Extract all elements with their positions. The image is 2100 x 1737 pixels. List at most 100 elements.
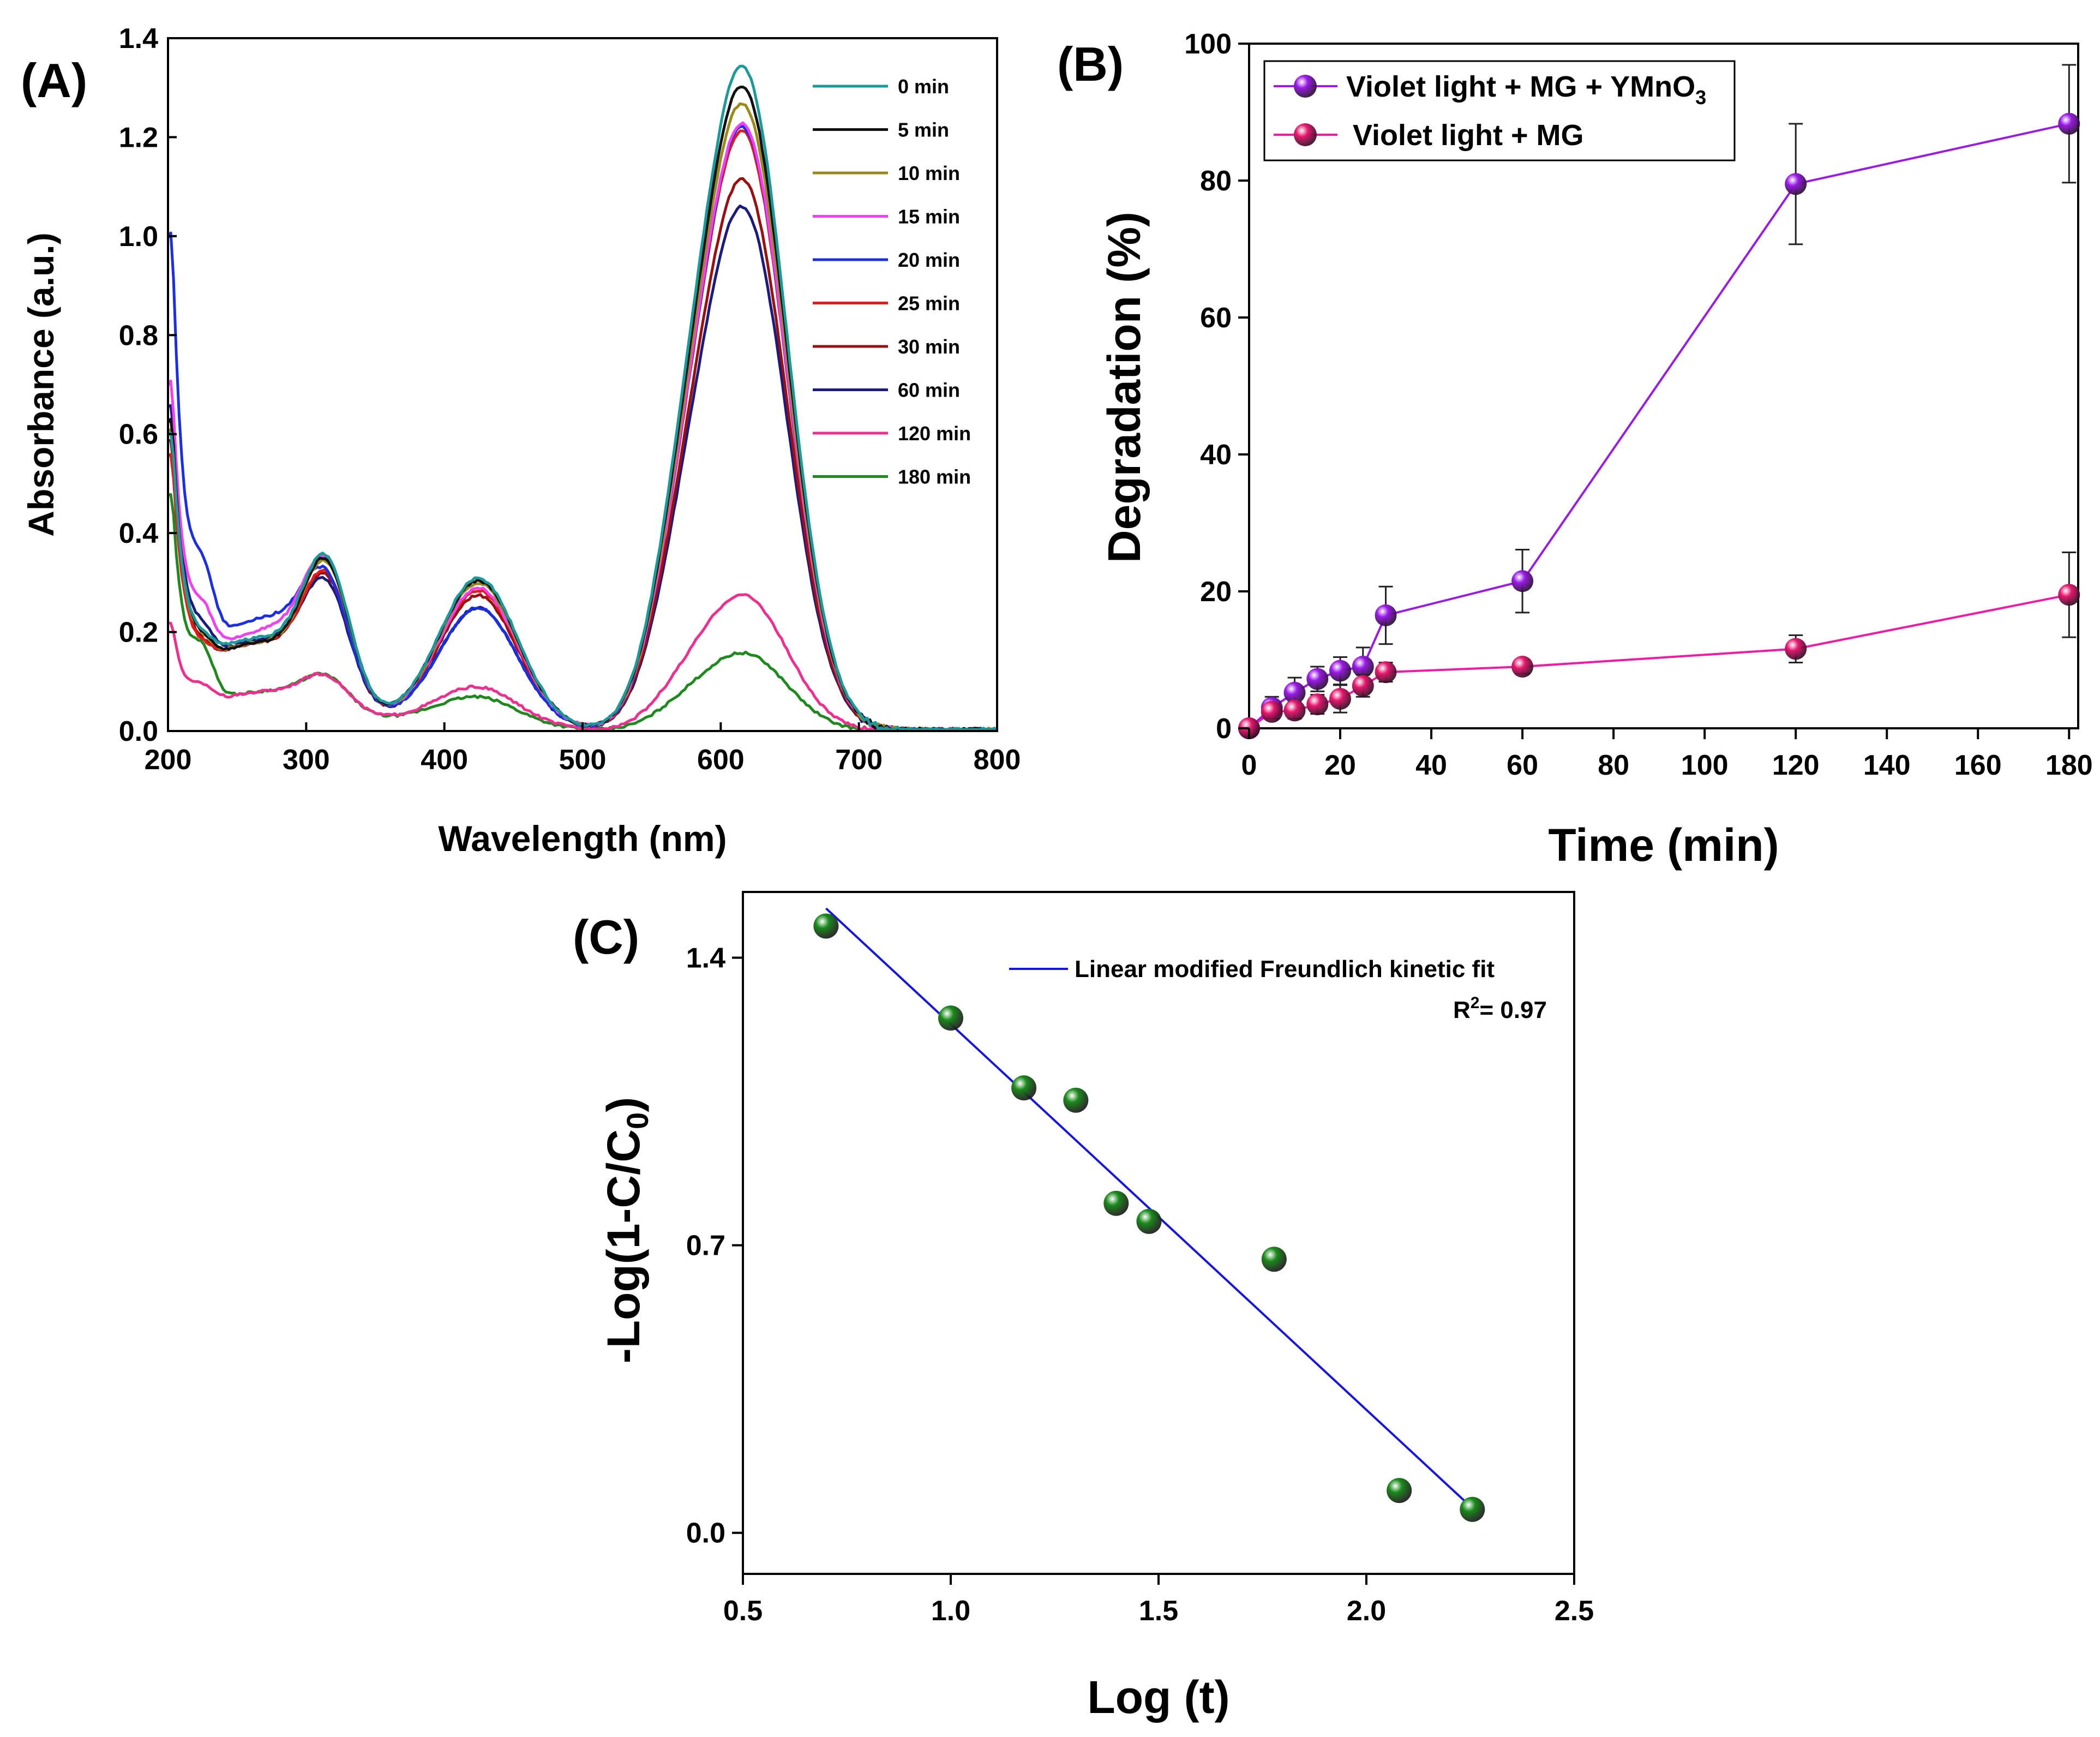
panel-b-point-violet-light-mg-ymno	[1283, 681, 1306, 704]
panel-c-data-point	[938, 1005, 963, 1031]
panel-c-legend-label: Linear modified Freundlich kinetic fit	[1075, 956, 1495, 983]
panel-a-legend-label-0-min: 0 min	[898, 75, 949, 98]
panel-c-data-point	[1011, 1075, 1037, 1101]
panel-a-legend-label-180-min: 180 min	[898, 466, 971, 488]
panel-b-line-violet-light-mg	[1248, 594, 2069, 729]
panel-b-x-tick-label: 100	[1681, 750, 1729, 781]
panel-c-fit-line	[825, 907, 1473, 1509]
panel-a-x-tick-label: 700	[835, 744, 883, 776]
panel-b-point-violet-light-mg	[1511, 656, 1534, 678]
panel-a-x-axis-title: Wavelength (nm)	[438, 818, 727, 859]
panel-b-x-tick-label: 160	[1954, 750, 2002, 781]
panel-c-r2-label: R2= 0.97	[1453, 994, 1547, 1023]
panel-b-legend-label-ymno3: Violet light + MG + YMnO3	[1346, 70, 1706, 109]
panel-a-legend-label-10-min: 10 min	[898, 162, 960, 184]
panel-c-x-tick-label: 1.0	[931, 1595, 970, 1627]
panel-c-y-axis-title-sub: 0	[620, 1112, 655, 1129]
panel-b-legend-marker-mg	[1294, 123, 1317, 146]
panel-b-label: (B)	[1057, 37, 1124, 91]
panel-c-y-tick-label: 0.7	[686, 1230, 725, 1262]
panel-a-y-tick-label: 0.6	[119, 419, 158, 451]
panel-a-series-15-min	[166, 121, 998, 731]
panel-b-point-violet-light-mg	[1261, 700, 1283, 723]
panel-b-point-violet-light-mg	[1785, 638, 1807, 660]
panel-a-x-tick-label: 600	[697, 744, 745, 776]
panel-a-y-tick-label: 0.2	[119, 617, 158, 649]
panel-a-legend-label-25-min: 25 min	[898, 292, 960, 315]
panel-b-point-violet-light-mg-ymno	[1375, 604, 1397, 626]
panel-b-y-axis-title: Degradation (%)	[1099, 212, 1150, 563]
panel-a-label: (A)	[21, 53, 87, 107]
panel-b-x-tick-label: 140	[1863, 750, 1911, 781]
panel-b-y-tick-label: 40	[1200, 439, 1232, 471]
panel-c-x-tick-label: 0.5	[723, 1595, 763, 1627]
panel-b: (B) 0 20 40 60 80 100 120 140 160 180 0 20 40 60 80 100…	[1057, 28, 2093, 871]
panel-b-y-tick-label: 60	[1200, 302, 1232, 334]
panel-b-y-tick-label: 0	[1216, 713, 1232, 745]
panel-c-data-point	[1136, 1208, 1162, 1234]
panel-c-y-axis-title-end: )	[598, 1097, 649, 1112]
panel-b-point-violet-light-mg-ymno	[2058, 112, 2080, 135]
panel-a-legend-label-20-min: 20 min	[898, 249, 960, 271]
panel-c-y-tick-label: 1.4	[686, 942, 725, 974]
panel-c-x-tick-label: 2.5	[1555, 1595, 1594, 1627]
panel-b-point-violet-light-mg	[1375, 661, 1397, 684]
panel-a-plot-frame	[167, 37, 998, 732]
panel-a-y-tick-label: 1.4	[119, 23, 158, 55]
panel-a-y-tick-label: 0.0	[119, 716, 158, 747]
panel-b-legend-label-mg: Violet light + MG	[1353, 119, 1584, 152]
panel-c-data-point	[1063, 1087, 1089, 1113]
panel-a-y-tick-label: 0.4	[119, 518, 158, 549]
panel-b-legend-marker-ymno3	[1294, 75, 1317, 98]
panel-b-series-group	[1238, 64, 2080, 739]
panel-c-r2-prefix: R	[1453, 997, 1471, 1023]
panel-b-y-tick-label: 20	[1200, 576, 1232, 608]
panel-b-legend-label-ymno3-sub: 3	[1695, 86, 1706, 109]
panel-a: (A) 200 300 400 500 600 700 800 0.0 0.2 0.4 0.6 0.8…	[21, 23, 1021, 859]
panel-a-series-group	[166, 64, 998, 731]
panel-b-plot-frame	[1248, 43, 2079, 729]
panel-c-plot-frame	[742, 891, 1575, 1575]
panel-c-y-axis-title: -Log(1-C/C0)	[598, 1097, 655, 1363]
panel-b-x-axis-title: Time (min)	[1548, 819, 1779, 871]
panel-a-x-tick-label: 500	[559, 744, 607, 776]
panel-a-legend-label-60-min: 60 min	[898, 379, 960, 402]
panel-a-legend-label-15-min: 15 min	[898, 206, 960, 228]
panel-c-x-tick-label: 2.0	[1347, 1595, 1386, 1627]
panel-c-y-axis-title-main: -Log(1-C/C	[598, 1129, 649, 1363]
panel-c-r2-sup: 2	[1471, 994, 1480, 1012]
panel-b-x-tick-label: 80	[1598, 750, 1629, 781]
panel-a-series-30-min	[167, 177, 997, 731]
panel-b-point-violet-light-mg	[1283, 699, 1306, 722]
panel-c-series-group	[813, 907, 1485, 1522]
panel-a-series-5-min	[167, 85, 998, 731]
panel-a-legend-label-5-min: 5 min	[898, 119, 949, 141]
panel-c: (C) 0.5 1.0 1.5 2.0 2.5 0.0 0.7 1.4 Log (t) -Lo…	[573, 891, 1594, 1723]
panel-b-legend: Violet light + MG + YMnO3 Violet light +…	[1263, 60, 1736, 161]
panel-b-x-tick-label: 40	[1415, 750, 1447, 781]
panel-b-x-tick-label: 60	[1507, 750, 1538, 781]
panel-b-point-violet-light-mg-ymno	[1329, 660, 1352, 682]
panel-c-label: (C)	[573, 910, 639, 964]
panel-b-x-tick-label: 20	[1324, 750, 1356, 781]
panel-a-x-tick-label: 200	[145, 744, 192, 776]
panel-b-point-violet-light-mg	[1352, 675, 1374, 697]
panel-a-series-0-min	[167, 64, 998, 731]
panel-a-series-10-min	[167, 102, 997, 731]
panel-c-data-point	[1103, 1190, 1129, 1216]
panel-c-data-point	[1261, 1247, 1287, 1272]
panel-b-point-violet-light-mg-ymno	[1785, 173, 1807, 195]
panel-a-y-tick-label: 1.2	[119, 122, 158, 153]
panel-a-series-60-min	[167, 205, 997, 731]
panel-b-y-tick-label: 80	[1200, 165, 1232, 197]
panel-c-data-point	[813, 913, 839, 939]
panel-b-point-violet-light-mg-ymno	[1306, 668, 1329, 690]
panel-b-line-violet-light-mg-ymno	[1248, 122, 2069, 729]
panel-c-data-point	[1387, 1478, 1412, 1504]
panel-b-legend-label-ymno3-main: Violet light + MG + YMnO	[1346, 70, 1695, 103]
panel-b-point-violet-light-mg-ymno	[1352, 656, 1374, 678]
panel-a-y-axis-title: Absorbance (a.u.)	[21, 232, 61, 536]
panel-c-data-point	[1460, 1496, 1485, 1522]
panel-b-point-violet-light-mg-ymno	[1511, 570, 1534, 592]
panel-a-legend-label-30-min: 30 min	[898, 336, 960, 358]
